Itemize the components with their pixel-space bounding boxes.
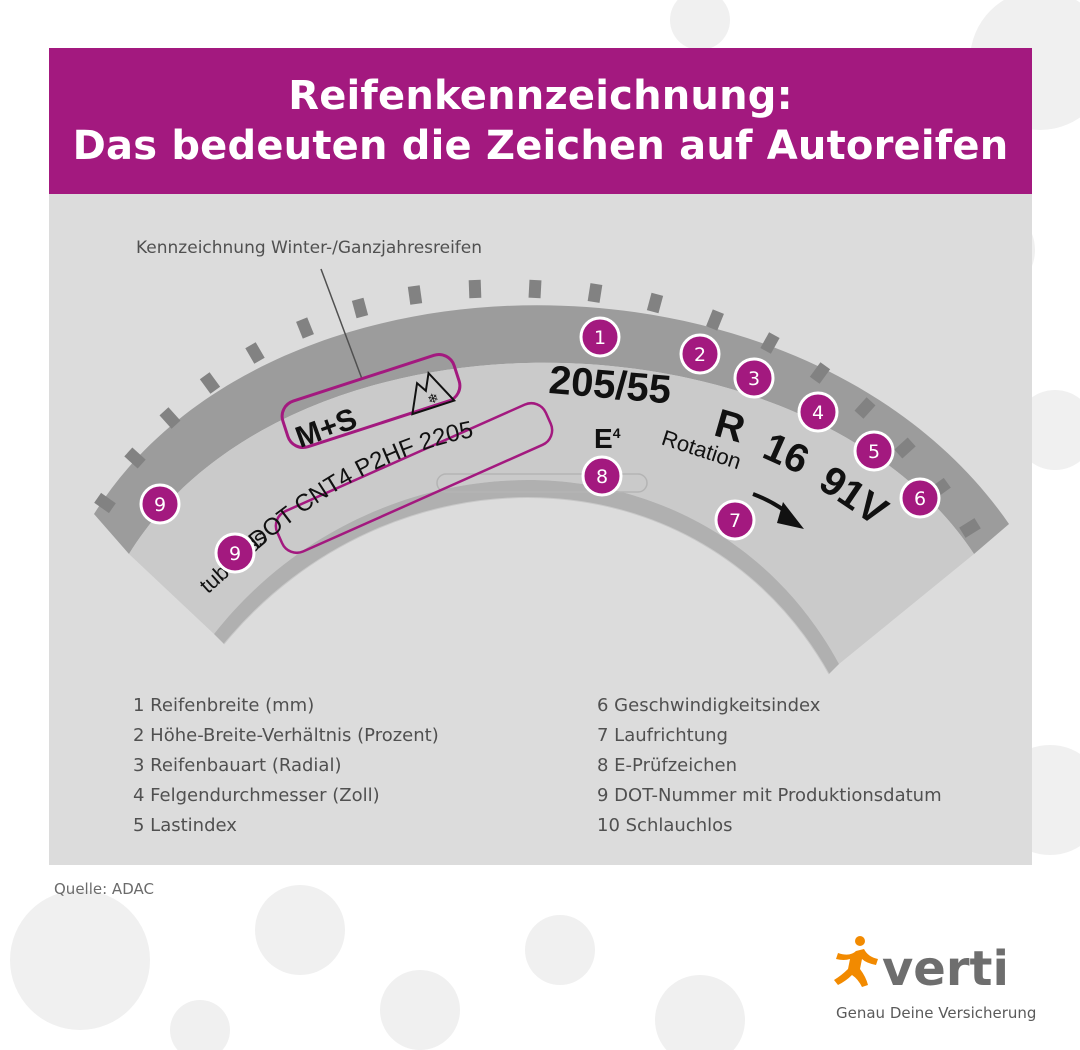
tire-diagram-panel: Kennzeichnung Winter-/Ganzjahresreifen M…	[49, 194, 1032, 865]
svg-text:❄: ❄	[426, 391, 441, 409]
legend-item: 1 Reifenbreite (mm)	[133, 695, 315, 716]
size-width-ratio: 205/55	[547, 358, 673, 412]
rotation-arrow-icon	[752, 492, 804, 529]
winter-pointer-line	[320, 268, 363, 380]
tire-tread	[94, 305, 1009, 554]
svg-text:4: 4	[812, 402, 824, 424]
marker-8: 8	[581, 455, 623, 497]
dot-box	[274, 401, 554, 555]
tire-diagram: Kennzeichnung Winter-/Ganzjahresreifen M…	[94, 238, 1009, 675]
svg-text:9: 9	[229, 543, 241, 565]
legend-item: 3 Reifenbauart (Radial)	[133, 755, 342, 776]
tire-rim	[214, 480, 839, 674]
verti-logo: verti	[834, 936, 1009, 997]
legend-item: 4 Felgendurchmesser (Zoll)	[133, 785, 380, 806]
marker-1: 1	[579, 316, 621, 358]
marker-6: 6	[899, 477, 941, 519]
legend-item: 7 Laufrichtung	[597, 725, 728, 746]
source-note: Quelle: ADAC	[54, 880, 154, 898]
svg-text:1: 1	[594, 327, 606, 349]
e-mark: E4	[594, 423, 621, 454]
sidewall-indent	[436, 473, 648, 493]
legend-item: 10 Schlauchlos	[597, 815, 733, 836]
marker-9-dot: 9	[214, 532, 256, 574]
legend-item: 9 DOT-Nummer mit Produktionsdatum	[597, 785, 942, 806]
svg-text:5: 5	[868, 441, 880, 463]
svg-text:2: 2	[694, 344, 706, 366]
legend-item: 2 Höhe-Breite-Verhältnis (Prozent)	[133, 725, 439, 746]
brand-wordmark: verti	[882, 941, 1009, 997]
svg-text:6: 6	[914, 488, 926, 510]
star-person-icon	[834, 936, 878, 987]
tread-blocks	[94, 279, 981, 538]
title-line-2: Das bedeuten die Zeichen auf Autoreifen	[72, 123, 1009, 169]
marker-7: 7	[714, 499, 756, 541]
winter-label: Kennzeichnung Winter-/Ganzjahresreifen	[136, 238, 482, 258]
rim-edge	[223, 497, 830, 675]
legend-left: 1 Reifenbreite (mm) 2 Höhe-Breite-Verhäl…	[133, 691, 439, 841]
svg-text:3: 3	[748, 368, 760, 390]
svg-text:7: 7	[729, 510, 741, 532]
title-line-1: Reifenkennzeichnung:	[288, 73, 793, 119]
svg-text:8: 8	[596, 466, 608, 488]
legend-item: 8 E-Prüfzeichen	[597, 755, 738, 776]
marker-5: 5	[853, 430, 895, 472]
legend-right: 6 Geschwindigkeitsindex 7 Laufrichtung 8…	[597, 691, 942, 841]
title-banner: Reifenkennzeichnung: Das bedeuten die Ze…	[49, 48, 1032, 194]
marker-9-tubeless: 9	[139, 483, 181, 525]
tire-sidewall	[129, 362, 974, 664]
legend-item: 6 Geschwindigkeitsindex	[597, 695, 821, 716]
marker-2: 2	[679, 333, 721, 375]
marker-3: 3	[733, 357, 775, 399]
marker-4: 4	[797, 391, 839, 433]
legend-item: 5 Lastindex	[133, 815, 237, 836]
svg-text:9: 9	[154, 494, 166, 516]
ms-box	[280, 353, 462, 449]
snowflake-mountain-icon: ❄	[411, 370, 457, 416]
brand-tagline: Genau Deine Versicherung	[836, 1004, 1037, 1022]
